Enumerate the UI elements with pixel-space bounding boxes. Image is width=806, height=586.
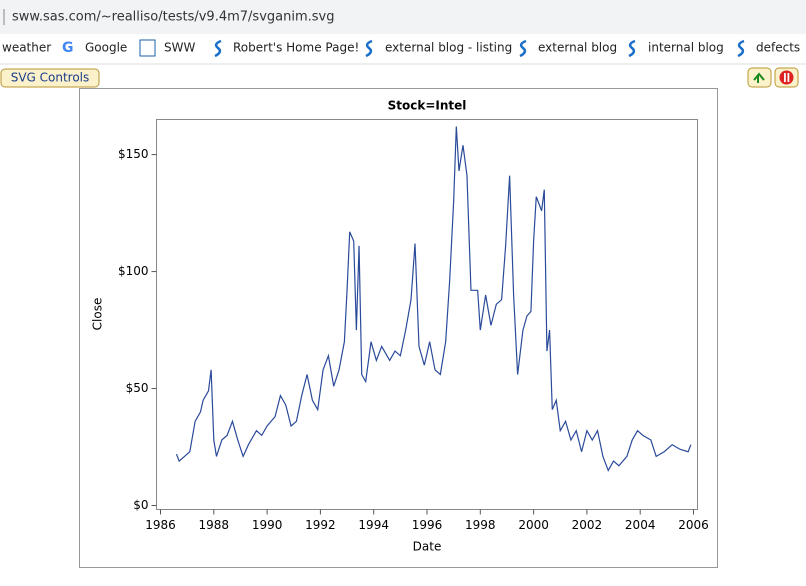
sas-icons bbox=[214, 39, 745, 58]
y-tick-label: $0 bbox=[133, 498, 148, 512]
pause-bar bbox=[787, 73, 790, 82]
x-tick-label: 1996 bbox=[412, 518, 443, 532]
x-tick-label: 1998 bbox=[465, 518, 496, 532]
svg-controls-button[interactable] bbox=[0, 68, 100, 88]
sww-icon bbox=[139, 39, 156, 57]
url[interactable]: sww.sas.com/~realliso/tests/v9.4m7/svgan… bbox=[12, 10, 334, 25]
x-tick-label: 2004 bbox=[625, 518, 656, 532]
bookmark[interactable]: Google bbox=[85, 41, 127, 55]
svg-controls-label: SVG Controls bbox=[11, 71, 90, 85]
address-bar bbox=[0, 0, 806, 34]
chart-title: Stock=Intel bbox=[388, 99, 467, 113]
chart-frame bbox=[79, 88, 718, 568]
refresh-button[interactable] bbox=[747, 67, 772, 88]
x-tick-label: 1992 bbox=[305, 518, 336, 532]
x-tick-label: 2002 bbox=[572, 518, 603, 532]
bookmark[interactable]: SWW bbox=[164, 41, 195, 55]
x-tick-label: 1990 bbox=[252, 518, 283, 532]
y-tick-label: $100 bbox=[118, 264, 149, 278]
bookmark[interactable]: Robert's Home Page! bbox=[233, 41, 359, 55]
bookmark[interactable]: weather bbox=[2, 41, 51, 55]
stop-icon bbox=[779, 70, 794, 85]
x-tick-label: 2006 bbox=[678, 518, 709, 532]
x-tick-label: 1988 bbox=[199, 518, 230, 532]
x-axis-label: Date bbox=[413, 540, 442, 554]
bookmark[interactable]: external blog - listing bbox=[385, 41, 512, 55]
line bbox=[175, 126, 692, 472]
x-tick-label: 2000 bbox=[518, 518, 549, 532]
y-axis-label: Close bbox=[91, 298, 105, 331]
x-tick-label: 1986 bbox=[145, 518, 176, 532]
bookmarks-bar bbox=[0, 34, 806, 64]
bookmark[interactable]: internal blog bbox=[648, 41, 724, 55]
pause-bar bbox=[784, 73, 786, 82]
y-tick-label: $150 bbox=[118, 147, 149, 161]
google-icon: G bbox=[62, 40, 74, 56]
y-tick-label: $50 bbox=[126, 381, 149, 395]
x-tick-label: 1994 bbox=[358, 518, 389, 532]
refresh-icon bbox=[753, 72, 765, 83]
bookmark[interactable]: defects bbox=[756, 41, 800, 55]
bookmark[interactable]: external blog bbox=[538, 41, 617, 55]
